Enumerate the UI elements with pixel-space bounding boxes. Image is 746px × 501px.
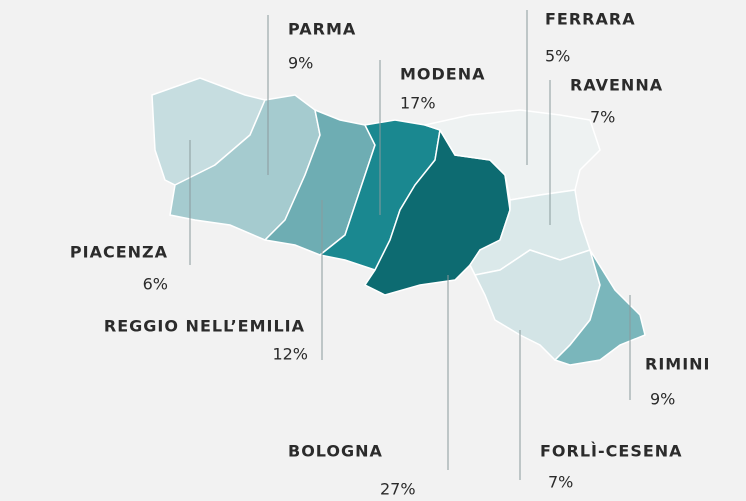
province-share: 27% [380, 480, 416, 499]
province-name: PIACENZA [70, 243, 168, 262]
province-name: REGGIO NELL’EMILIA [104, 317, 305, 336]
province-share: 12% [272, 345, 308, 364]
province-share: 7% [590, 108, 615, 127]
province-share: 7% [548, 473, 573, 492]
province-share: 6% [143, 275, 168, 294]
province-name: FORLÌ-CESENA [540, 442, 683, 461]
province-name: FERRARA [545, 10, 636, 29]
province-share: 9% [650, 390, 675, 409]
province-name: PARMA [288, 20, 356, 39]
province [553, 249, 646, 366]
province-share: 17% [400, 94, 436, 113]
province-name: RIMINI [645, 355, 711, 374]
province-share: 5% [545, 47, 570, 66]
province-name: MODENA [400, 65, 486, 84]
province-name: BOLOGNA [288, 442, 383, 461]
province-share: 9% [288, 54, 313, 73]
province-name: RAVENNA [570, 76, 663, 95]
